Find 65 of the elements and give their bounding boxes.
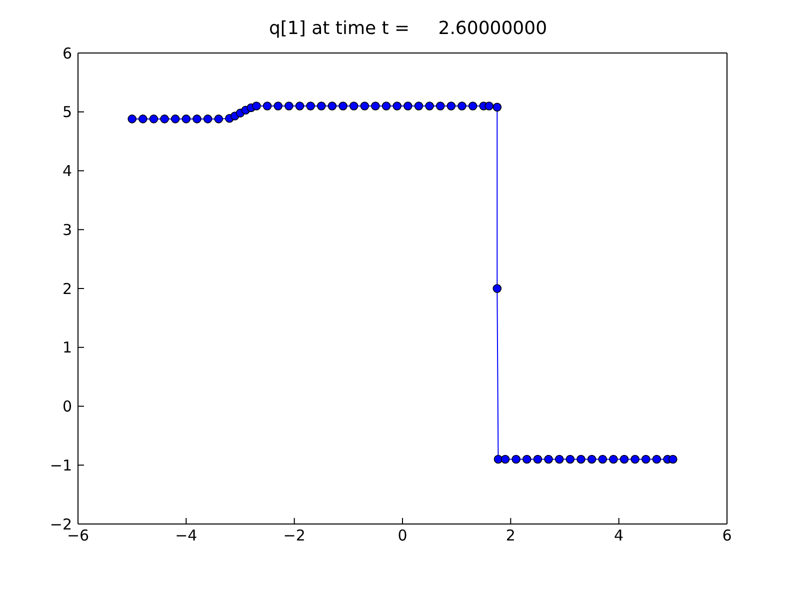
y-tick-label: 4 [62,162,72,180]
point [641,454,650,464]
point [160,114,169,124]
point [192,114,202,124]
point [533,454,542,464]
y-tick-label: 3 [62,220,72,239]
point [446,102,456,110]
point [295,102,304,110]
point [203,114,212,124]
point [630,454,640,464]
point [609,454,618,464]
point [492,284,502,293]
y-tick-label: 6 [62,44,72,62]
point [182,114,191,124]
point [544,454,553,464]
point [425,102,434,110]
point [484,102,494,110]
point [587,454,596,464]
point [138,114,148,124]
point [620,454,629,464]
point [328,102,337,110]
point [316,102,326,110]
point [492,102,502,112]
point [458,102,466,110]
point [566,454,575,464]
x-tick-label: 2 [506,526,516,545]
point [149,114,158,124]
point [652,454,662,464]
x-tick-label: −4 [175,526,198,545]
point [522,454,532,464]
point [128,114,136,124]
point [371,102,380,110]
x-tick-label: 4 [614,526,624,545]
point [338,102,348,110]
y-tick-label: 0 [62,398,72,416]
point [252,102,261,110]
y-tick-label: −1 [50,456,72,474]
point [554,454,564,464]
point [668,454,678,464]
point [576,454,586,464]
point [349,102,358,110]
point [382,102,391,110]
chart-title: q[1] at time t = 2.60000000 [268,18,548,41]
point [284,102,294,110]
point [500,454,510,464]
point [170,114,180,124]
y-tick-label: −2 [50,515,72,534]
point [360,102,370,110]
x-tick-label: 0 [398,526,408,545]
point [306,102,315,110]
point [436,102,445,110]
x-tick-label: −2 [283,526,306,545]
point [598,454,608,464]
point [262,102,272,110]
point [468,102,478,110]
y-tick-label: 5 [62,103,72,122]
x-tick-label: 6 [722,526,732,545]
point [404,102,412,110]
point [512,454,520,464]
y-tick-label: 1 [62,338,72,357]
y-tick-label: 2 [62,280,72,298]
point [414,102,424,110]
point [274,102,283,110]
point [214,114,224,124]
point [392,102,402,110]
